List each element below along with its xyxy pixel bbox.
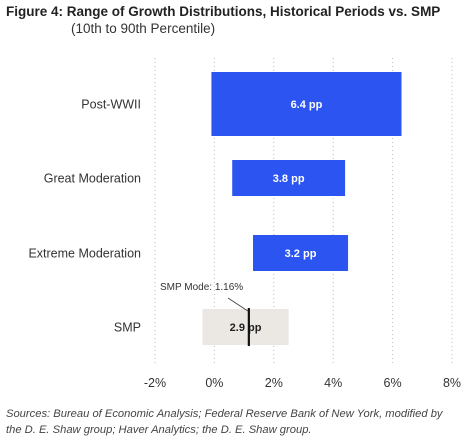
category-label: Extreme Moderation: [28, 247, 141, 261]
value-label: 3.8 pp: [273, 173, 305, 185]
category-label: Post-WWII: [81, 98, 141, 112]
x-tick-label: 8%: [443, 376, 461, 390]
x-tick-label: -2%: [144, 376, 166, 390]
range-bar: [253, 235, 349, 271]
x-tick-label: 4%: [324, 376, 342, 390]
figure-subtitle: (10th to 90th Percentile): [71, 21, 216, 36]
value-label: 3.2 pp: [285, 248, 317, 260]
x-tick-label: 2%: [265, 376, 283, 390]
figure-title: Figure 4: Range of Growth Distributions,…: [6, 4, 441, 19]
value-label: 6.4 pp: [291, 99, 323, 111]
category-label: SMP: [114, 321, 141, 335]
x-tick-label: 6%: [384, 376, 402, 390]
sources-note: Sources: Bureau of Economic Analysis; Fe…: [6, 408, 443, 436]
range-bar: [211, 72, 402, 136]
range-chart: -2% 0% 2% 4% 6% 8% Post-WWII 6.4 pp Great Modera…: [28, 58, 461, 390]
range-bar: [202, 309, 289, 345]
value-label: 2.9 pp: [230, 322, 262, 334]
annotation-label: SMP Mode: 1.16%: [160, 282, 243, 293]
annotation-leader: [227, 297, 249, 312]
category-label: Great Moderation: [44, 172, 141, 186]
x-tick-label: 0%: [205, 376, 223, 390]
range-bar: [232, 160, 346, 196]
